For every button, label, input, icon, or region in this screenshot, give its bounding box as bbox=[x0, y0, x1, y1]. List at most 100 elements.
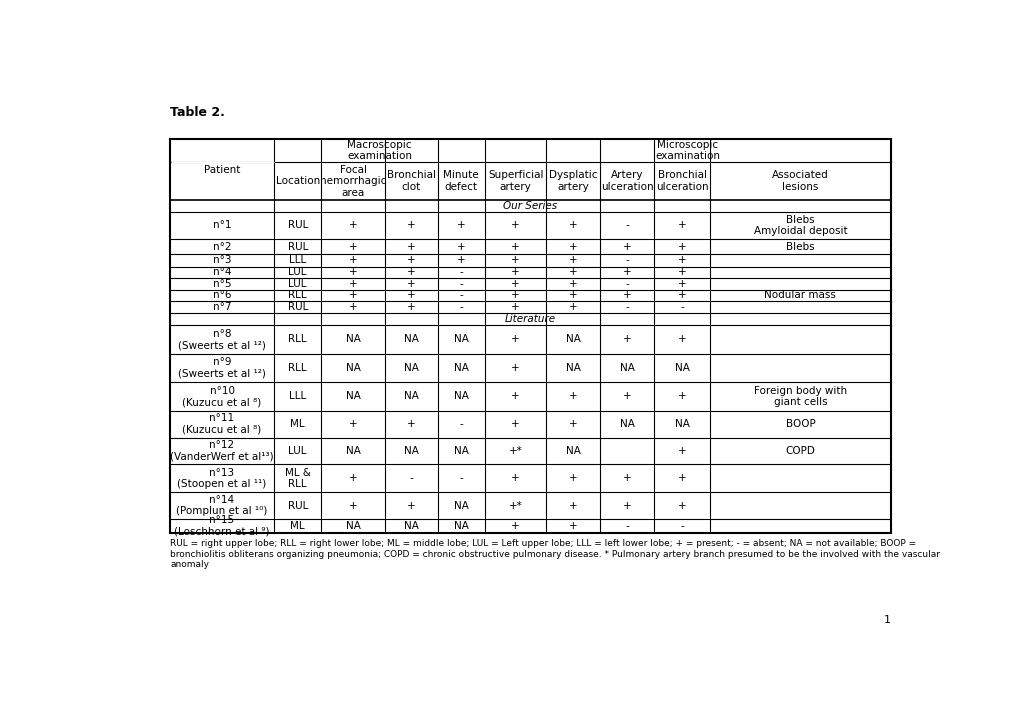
Text: n°9
(Sweerts et al ¹²): n°9 (Sweerts et al ¹²) bbox=[178, 357, 266, 379]
Text: ML &
RLL: ML & RLL bbox=[284, 467, 311, 489]
Text: n°10
(Kuzucu et al ⁸): n°10 (Kuzucu et al ⁸) bbox=[182, 385, 262, 407]
Text: LUL: LUL bbox=[288, 446, 307, 456]
Text: +: + bbox=[407, 220, 415, 230]
Text: +: + bbox=[623, 334, 631, 344]
Text: +: + bbox=[623, 241, 631, 251]
Text: +: + bbox=[511, 419, 520, 429]
Text: BOOP: BOOP bbox=[785, 419, 814, 429]
Text: +: + bbox=[407, 500, 415, 510]
Text: +*: +* bbox=[508, 446, 522, 456]
Text: Bronchial
clot: Bronchial clot bbox=[386, 171, 435, 192]
Text: Minute
defect: Minute defect bbox=[443, 171, 479, 192]
Text: +: + bbox=[348, 473, 357, 483]
Text: NA: NA bbox=[453, 521, 469, 531]
Text: Patient: Patient bbox=[204, 165, 239, 174]
Text: +: + bbox=[511, 256, 520, 266]
Text: +: + bbox=[511, 473, 520, 483]
Text: COPD: COPD bbox=[785, 446, 814, 456]
Text: +: + bbox=[407, 290, 415, 300]
Text: +: + bbox=[569, 279, 577, 289]
Text: +: + bbox=[678, 500, 686, 510]
Text: +: + bbox=[678, 334, 686, 344]
Text: Focal
hemorrhagic
area: Focal hemorrhagic area bbox=[320, 164, 386, 198]
Text: NA: NA bbox=[453, 334, 469, 344]
Text: n°14
(Pomplun et al ¹⁰): n°14 (Pomplun et al ¹⁰) bbox=[176, 495, 267, 516]
Text: RUL = right upper lobe; RLL = right lower lobe; ML = middle lobe; LUL = Left upp: RUL = right upper lobe; RLL = right lowe… bbox=[170, 539, 940, 569]
Text: +: + bbox=[511, 392, 520, 401]
Text: n°1: n°1 bbox=[213, 220, 231, 230]
Text: +: + bbox=[623, 267, 631, 277]
Text: +: + bbox=[511, 363, 520, 373]
Text: Foreign body with
giant cells: Foreign body with giant cells bbox=[753, 385, 846, 407]
Text: ML: ML bbox=[290, 521, 305, 531]
Text: +: + bbox=[569, 241, 577, 251]
Text: +*: +* bbox=[508, 500, 522, 510]
Text: Blebs
Amyloidal deposit: Blebs Amyloidal deposit bbox=[753, 215, 847, 236]
Text: NA: NA bbox=[345, 334, 361, 344]
Text: Table 2.: Table 2. bbox=[170, 106, 225, 119]
Text: +: + bbox=[348, 267, 357, 277]
Text: +: + bbox=[348, 256, 357, 266]
Text: +: + bbox=[569, 267, 577, 277]
Text: +: + bbox=[511, 241, 520, 251]
Text: Microscopic
examination: Microscopic examination bbox=[655, 140, 719, 161]
Text: +: + bbox=[511, 267, 520, 277]
Text: NA: NA bbox=[453, 392, 469, 401]
Text: Superficial
artery: Superficial artery bbox=[487, 171, 543, 192]
Text: NA: NA bbox=[566, 363, 580, 373]
Text: +: + bbox=[348, 290, 357, 300]
Text: NA: NA bbox=[404, 521, 418, 531]
Text: +: + bbox=[678, 256, 686, 266]
Text: Bronchial
ulceration: Bronchial ulceration bbox=[655, 171, 708, 192]
Text: Blebs: Blebs bbox=[786, 241, 814, 251]
Text: -: - bbox=[625, 521, 629, 531]
Text: -: - bbox=[680, 521, 684, 531]
Text: n°12
(VanderWerf et al¹³): n°12 (VanderWerf et al¹³) bbox=[170, 440, 273, 462]
Text: NA: NA bbox=[620, 419, 634, 429]
Text: +: + bbox=[678, 473, 686, 483]
Text: NA: NA bbox=[404, 392, 418, 401]
Text: LLL: LLL bbox=[288, 256, 306, 266]
Text: Artery
ulceration: Artery ulceration bbox=[600, 171, 653, 192]
Text: NA: NA bbox=[345, 521, 361, 531]
Text: +: + bbox=[407, 279, 415, 289]
Text: +: + bbox=[678, 267, 686, 277]
Text: +: + bbox=[348, 220, 357, 230]
Text: -: - bbox=[459, 279, 463, 289]
Text: +: + bbox=[569, 220, 577, 230]
Text: +: + bbox=[457, 241, 465, 251]
Text: NA: NA bbox=[675, 363, 689, 373]
Text: +: + bbox=[407, 267, 415, 277]
Text: +: + bbox=[348, 419, 357, 429]
Text: +: + bbox=[348, 302, 357, 312]
Text: LUL: LUL bbox=[288, 279, 307, 289]
Text: Associated
lesions: Associated lesions bbox=[771, 171, 828, 192]
Text: RUL: RUL bbox=[287, 220, 308, 230]
Text: Dysplatic
artery: Dysplatic artery bbox=[548, 171, 597, 192]
Text: RLL: RLL bbox=[288, 363, 307, 373]
Text: +: + bbox=[623, 473, 631, 483]
Text: +: + bbox=[569, 419, 577, 429]
Text: +: + bbox=[569, 473, 577, 483]
Text: +: + bbox=[569, 500, 577, 510]
Text: +: + bbox=[569, 392, 577, 401]
Text: +: + bbox=[678, 392, 686, 401]
Text: ML: ML bbox=[290, 419, 305, 429]
Text: n°13
(Stoopen et al ¹¹): n°13 (Stoopen et al ¹¹) bbox=[177, 467, 266, 489]
Text: +: + bbox=[678, 241, 686, 251]
Text: NA: NA bbox=[404, 334, 418, 344]
Text: NA: NA bbox=[404, 446, 418, 456]
Text: +: + bbox=[348, 279, 357, 289]
Text: RUL: RUL bbox=[287, 302, 308, 312]
Text: LLL: LLL bbox=[288, 392, 306, 401]
Text: +: + bbox=[511, 290, 520, 300]
Text: n°3: n°3 bbox=[213, 256, 231, 266]
Text: -: - bbox=[459, 302, 463, 312]
Text: -: - bbox=[625, 256, 629, 266]
Text: +: + bbox=[511, 279, 520, 289]
Text: Our Series: Our Series bbox=[503, 201, 557, 211]
Text: +: + bbox=[511, 334, 520, 344]
Text: -: - bbox=[459, 419, 463, 429]
Text: +: + bbox=[678, 279, 686, 289]
Text: RUL: RUL bbox=[287, 241, 308, 251]
